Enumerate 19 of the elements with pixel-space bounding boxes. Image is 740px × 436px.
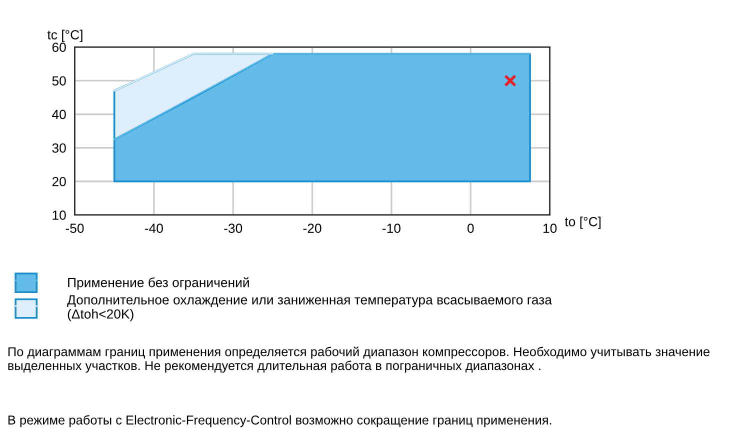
x-tick-label: -50 xyxy=(66,224,84,233)
y-tick-label: 40 xyxy=(52,110,66,120)
x-tick-label: -20 xyxy=(303,224,322,233)
x-tick-label: -30 xyxy=(224,224,242,233)
y-tick-label: 10 xyxy=(52,210,66,220)
y-axis-title: tc [°C] xyxy=(47,30,82,42)
legend-label: Дополнительное охлаждение или заниженная температура всасываемого газа (Δtoh<20K) xyxy=(67,295,552,322)
y-tick-label: 60 xyxy=(52,42,66,52)
text: По диаграммам границ применения определяется рабочий диапазон компрессоров. Необходимо учитывать значение выделенных участков. Не рекомендуется длительная работа в пограничных диапазонах . xyxy=(8,346,710,373)
x-tick-label: -10 xyxy=(382,224,400,233)
legend-label: Применение без ограничений xyxy=(68,277,249,290)
y-tick-label: 50 xyxy=(52,76,66,86)
text: В режиме работы с Electronic-Frequency-Control возможно сокращение границ применения. xyxy=(8,415,552,428)
y-tick-label: 20 xyxy=(52,176,66,186)
x-tick-label: 10 xyxy=(543,224,557,233)
y-tick-label: 30 xyxy=(52,143,66,153)
x-axis-title: to [°C] xyxy=(564,216,601,229)
x-tick-label: 0 xyxy=(467,224,474,233)
x-tick-label: -40 xyxy=(144,224,163,233)
